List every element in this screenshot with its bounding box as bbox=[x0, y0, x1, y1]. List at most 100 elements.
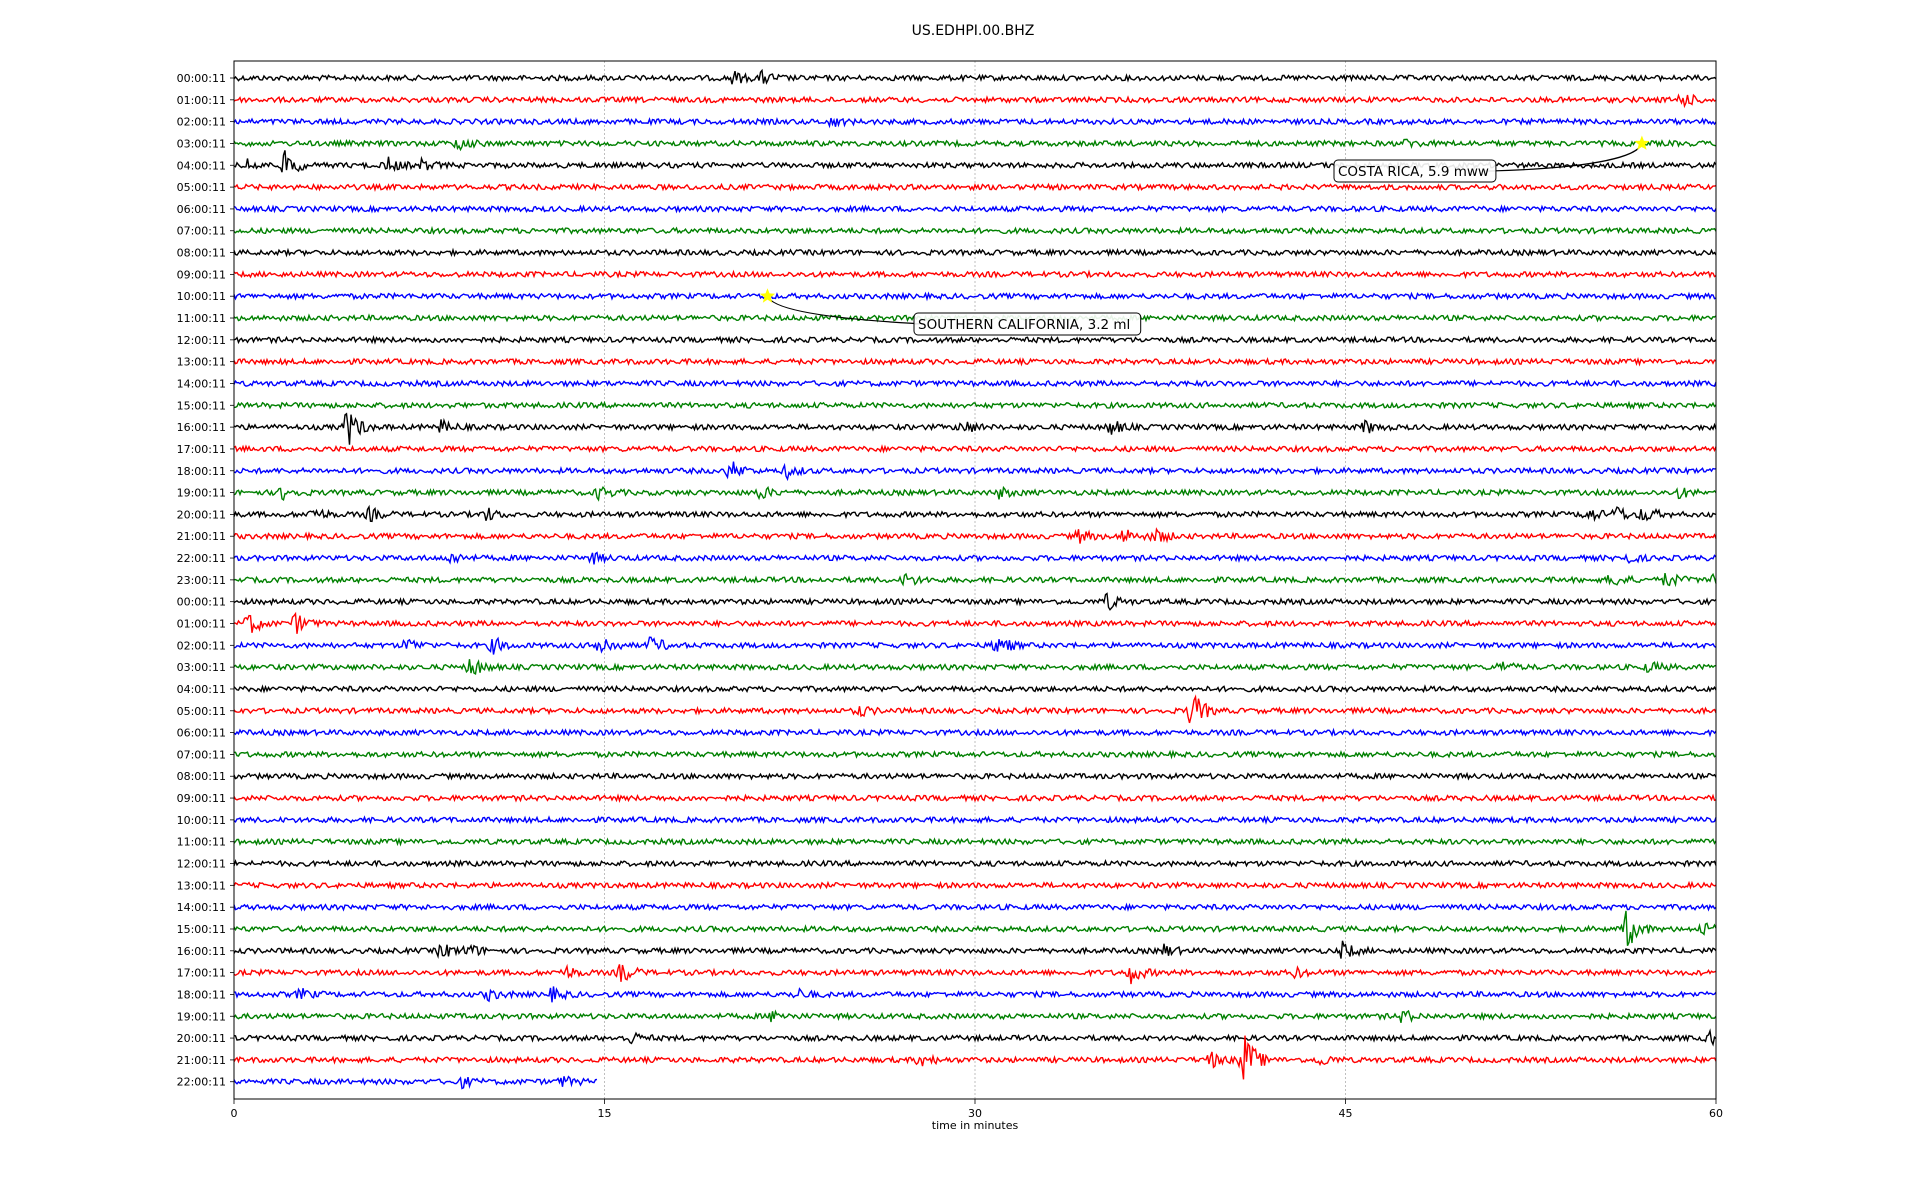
trace-line bbox=[234, 400, 1717, 410]
trace-line bbox=[233, 940, 1717, 960]
trace-line bbox=[233, 1035, 1717, 1080]
trace-line bbox=[233, 963, 1717, 985]
y-tick-label: 07:00:11 bbox=[177, 748, 226, 761]
y-tick-label: 01:00:11 bbox=[177, 618, 226, 631]
y-tick-label: 04:00:11 bbox=[177, 683, 226, 696]
y-tick-label: 00:00:11 bbox=[177, 72, 226, 85]
trace-line bbox=[233, 412, 1717, 445]
y-tick-label: 01:00:11 bbox=[177, 94, 226, 107]
event-annotations: COSTA RICA, 5.9 mww SOUTHERN CALIFORNIA, … bbox=[759, 135, 1650, 336]
y-tick-label: 13:00:11 bbox=[177, 879, 226, 892]
y-tick-label: 03:00:11 bbox=[177, 661, 226, 674]
y-tick-label: 22:00:11 bbox=[177, 552, 226, 565]
trace-line bbox=[233, 204, 1717, 214]
y-tick-label: 16:00:11 bbox=[177, 421, 226, 434]
y-tick-label: 23:00:11 bbox=[177, 574, 226, 587]
y-tick-label: 05:00:11 bbox=[177, 705, 226, 718]
y-tick-label: 14:00:11 bbox=[177, 901, 226, 914]
trace-line bbox=[233, 771, 1717, 781]
trace-line bbox=[233, 68, 1717, 85]
annotation-label: SOUTHERN CALIFORNIA, 3.2 ml bbox=[918, 317, 1130, 333]
chart-title: US.EDHPI.00.BHZ bbox=[912, 23, 1035, 39]
trace-line bbox=[233, 247, 1717, 258]
x-axis-label: time in minutes bbox=[932, 1119, 1019, 1132]
y-tick-label: 20:00:11 bbox=[177, 508, 226, 521]
annotation-label: COSTA RICA, 5.9 mww bbox=[1338, 164, 1489, 180]
seismogram-traces bbox=[233, 68, 1717, 1090]
y-tick-label: 21:00:11 bbox=[177, 1054, 226, 1067]
y-tick-label: 09:00:11 bbox=[177, 268, 226, 281]
trace-line bbox=[233, 880, 1717, 891]
annotation: COSTA RICA, 5.9 mww bbox=[1333, 135, 1650, 183]
y-tick-label: 06:00:11 bbox=[177, 727, 226, 740]
trace-line bbox=[233, 837, 1717, 847]
y-tick-label: 08:00:11 bbox=[177, 247, 226, 260]
y-tick-label: 20:00:11 bbox=[177, 1032, 226, 1045]
x-tick-label: 60 bbox=[1709, 1107, 1723, 1120]
trace-line bbox=[233, 902, 1717, 912]
trace-line bbox=[233, 182, 1717, 192]
y-tick-label: 10:00:11 bbox=[177, 814, 226, 827]
trace-line bbox=[233, 858, 1717, 869]
y-tick-label: 18:00:11 bbox=[177, 465, 226, 478]
annotation: SOUTHERN CALIFORNIA, 3.2 ml bbox=[759, 288, 1142, 336]
trace-line bbox=[233, 910, 1717, 946]
y-tick-label: 02:00:11 bbox=[177, 639, 226, 652]
y-tick-label: 04:00:11 bbox=[177, 159, 226, 172]
trace-line bbox=[233, 636, 1717, 655]
trace-line bbox=[233, 291, 1717, 302]
trace-line bbox=[233, 138, 1717, 152]
trace-line bbox=[233, 659, 1717, 676]
trace-line bbox=[233, 527, 1717, 544]
trace-line bbox=[233, 378, 1717, 389]
y-tick-label: 17:00:11 bbox=[177, 443, 226, 456]
y-tick-label: 17:00:11 bbox=[177, 967, 226, 980]
y-tick-label: 12:00:11 bbox=[177, 334, 226, 347]
y-tick-label: 02:00:11 bbox=[177, 116, 226, 129]
annotation-box bbox=[913, 312, 1142, 336]
trace-line bbox=[233, 1028, 1717, 1047]
y-tick-label: 08:00:11 bbox=[177, 770, 226, 783]
trace-line bbox=[233, 694, 1717, 724]
trace-line bbox=[233, 684, 1717, 694]
annotation-box bbox=[1333, 159, 1497, 183]
y-tick-label: 18:00:11 bbox=[177, 988, 226, 1001]
event-star-marker bbox=[1634, 135, 1650, 150]
y-tick-label: 16:00:11 bbox=[177, 945, 226, 958]
trace-line bbox=[233, 815, 1717, 825]
y-tick-label: 11:00:11 bbox=[177, 312, 226, 325]
trace-line bbox=[233, 572, 1717, 588]
y-tick-label: 11:00:11 bbox=[177, 836, 226, 849]
x-tick-label: 15 bbox=[598, 1107, 612, 1120]
y-tick-label: 05:00:11 bbox=[177, 181, 226, 194]
trace-line bbox=[234, 749, 1717, 760]
trace-line bbox=[233, 335, 1717, 345]
y-tick-label: 13:00:11 bbox=[177, 356, 226, 369]
trace-line bbox=[233, 485, 1717, 502]
event-star-marker bbox=[759, 288, 776, 303]
y-tick-label: 19:00:11 bbox=[177, 1010, 226, 1023]
y-tick-label: 19:00:11 bbox=[177, 487, 226, 500]
x-tick-label: 0 bbox=[231, 1107, 238, 1120]
y-axis-tick-labels: 00:00:11 01:00:11 02:00:11 03:00:11 04:00:11… bbox=[177, 72, 234, 1089]
y-tick-label: 09:00:11 bbox=[177, 792, 226, 805]
trace-line bbox=[233, 986, 1717, 1003]
x-axis-ticks: 0 15 30 45 60 bbox=[231, 1099, 1723, 1120]
y-tick-label: 15:00:11 bbox=[177, 399, 226, 412]
trace-line bbox=[233, 225, 1717, 236]
y-tick-label: 22:00:11 bbox=[177, 1076, 226, 1089]
y-tick-label: 03:00:11 bbox=[177, 137, 226, 150]
x-tick-label: 45 bbox=[1339, 1107, 1353, 1120]
trace-line bbox=[233, 461, 1717, 482]
y-tick-label: 12:00:11 bbox=[177, 858, 226, 871]
trace-line bbox=[233, 727, 1717, 738]
trace-line bbox=[233, 592, 1717, 611]
y-tick-label: 10:00:11 bbox=[177, 290, 226, 303]
trace-line bbox=[233, 1009, 1717, 1024]
trace-line bbox=[233, 611, 1717, 634]
y-tick-label: 21:00:11 bbox=[177, 530, 226, 543]
trace-line bbox=[233, 93, 1717, 109]
trace-line bbox=[233, 356, 1717, 367]
y-tick-label: 14:00:11 bbox=[177, 377, 226, 390]
